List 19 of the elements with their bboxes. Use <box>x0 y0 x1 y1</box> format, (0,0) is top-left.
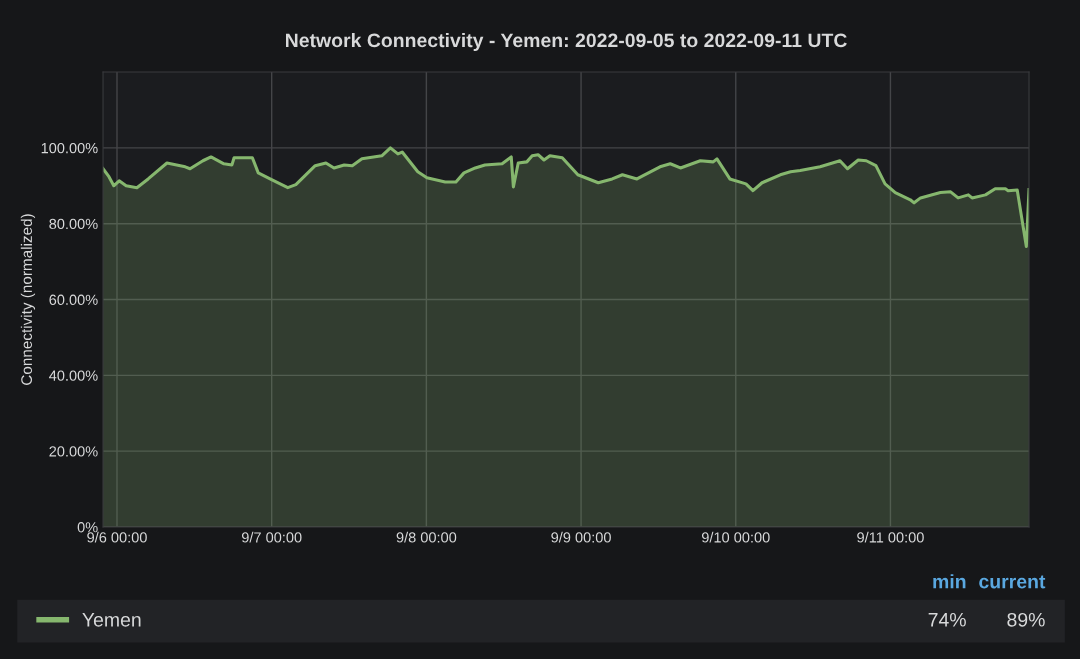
text: 89% <box>1007 612 1045 627</box>
y-tick-label: 0% <box>77 522 98 533</box>
y-tick-label: 80.00% <box>49 218 98 230</box>
text: 74% <box>928 612 966 627</box>
x-tick-label: 9/8 00:00 <box>396 531 457 543</box>
x-tick-label: 9/11 00:00 <box>857 531 924 543</box>
x-tick-label: 9/10 00:00 <box>701 531 770 543</box>
x-tick-label: 9/7 00:00 <box>241 531 302 543</box>
y-tick-label: 40.00% <box>49 370 98 381</box>
y-tick-label: 20.00% <box>49 446 98 457</box>
y-tick-label: 60.00% <box>49 294 98 305</box>
text: min <box>933 574 966 589</box>
chart-title: Network Connectivity - Yemen: 2022-09-05 to 2022-09-11 UTC <box>286 32 847 52</box>
y-tick-label: 100.00% <box>41 142 98 154</box>
y-axis-title: Connectivity (normalized) <box>20 214 36 385</box>
text: current <box>979 575 1046 589</box>
legend-label: Yemen <box>82 613 141 627</box>
x-tick-label: 9/6 00:00 <box>87 531 147 543</box>
x-tick-label: 9/9 00:00 <box>551 531 611 543</box>
